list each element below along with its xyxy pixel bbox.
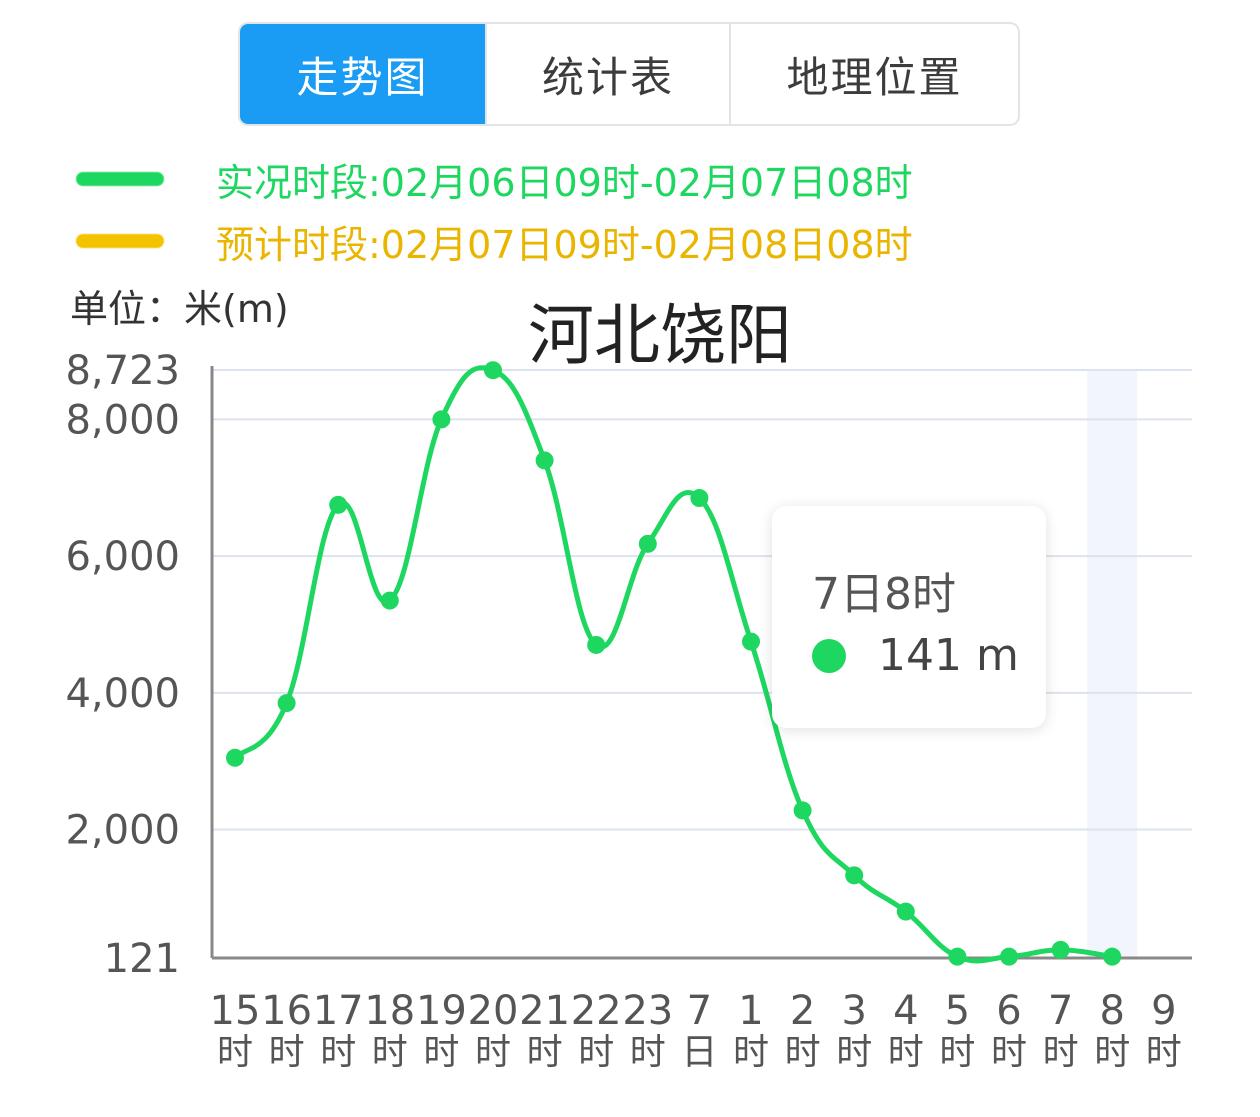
x-tick-label: 8 bbox=[1099, 988, 1124, 1034]
x-tick-unit-label: 时 bbox=[1146, 1032, 1182, 1073]
x-tick-unit-label: 时 bbox=[836, 1032, 872, 1073]
x-tick-label: 1 bbox=[738, 988, 763, 1034]
tab-statistics[interactable]: 统计表 bbox=[487, 24, 731, 124]
legend-observed-swatch bbox=[76, 172, 164, 186]
x-tick-unit-label: 时 bbox=[1043, 1032, 1079, 1073]
data-point bbox=[1000, 947, 1018, 966]
tooltip-dot-icon bbox=[812, 639, 846, 673]
y-tick-label: 8,000 bbox=[65, 397, 180, 443]
x-tick-label: 21 bbox=[519, 988, 570, 1034]
x-tick-unit-label: 时 bbox=[372, 1032, 408, 1073]
x-tick-label: 2 bbox=[790, 988, 815, 1034]
tab-trend[interactable]: 走势图 bbox=[240, 24, 487, 124]
legend-forecast: 预计时段:02月07日09时-02月08日08时 bbox=[76, 216, 913, 267]
highlight-band bbox=[1087, 370, 1138, 958]
x-tick-unit-label: 时 bbox=[423, 1032, 459, 1073]
data-point bbox=[793, 801, 812, 820]
x-tick-label: 15 bbox=[210, 988, 261, 1034]
y-tick-label: 6,000 bbox=[65, 534, 180, 580]
data-point bbox=[380, 591, 399, 610]
x-tick-label: 5 bbox=[945, 988, 970, 1034]
x-tick-label: 23 bbox=[622, 988, 673, 1034]
data-point bbox=[277, 694, 296, 713]
legend-observed-label: 实况时段:02月06日09时-02月07日08时 bbox=[216, 160, 913, 205]
view-tabs: 走势图 统计表 地理位置 bbox=[238, 22, 1020, 126]
x-tick-label: 17 bbox=[313, 988, 364, 1034]
tab-location[interactable]: 地理位置 bbox=[786, 52, 963, 102]
y-tick-label: 4,000 bbox=[65, 671, 180, 717]
x-tick-label: 16 bbox=[261, 988, 312, 1034]
tooltip-time: 7日8时 bbox=[812, 569, 956, 620]
data-point bbox=[484, 361, 502, 380]
x-tick-unit-label: 时 bbox=[888, 1032, 924, 1073]
x-tick-unit-label: 时 bbox=[630, 1032, 666, 1073]
data-point bbox=[1051, 940, 1070, 959]
data-point bbox=[226, 748, 244, 767]
unit-label: 单位：米(m) bbox=[70, 287, 289, 331]
data-point bbox=[587, 635, 606, 654]
series-line bbox=[233, 365, 1113, 964]
x-tick-unit-label: 时 bbox=[217, 1032, 253, 1073]
x-tick-label: 19 bbox=[416, 988, 467, 1034]
x-tick-unit-label: 时 bbox=[733, 1032, 769, 1073]
x-tick-unit-label: 时 bbox=[320, 1032, 356, 1073]
y-tick-label: 2,000 bbox=[65, 808, 180, 854]
data-point bbox=[845, 866, 864, 885]
data-point bbox=[690, 489, 709, 508]
x-tick-unit-label: 时 bbox=[939, 1032, 975, 1073]
chart-title: 河北饶阳 bbox=[528, 297, 792, 374]
x-tick-unit-label: 时 bbox=[991, 1032, 1027, 1073]
data-point bbox=[1103, 947, 1122, 966]
data-tooltip: 7日8时 141 m bbox=[772, 506, 1046, 728]
data-point bbox=[896, 902, 915, 921]
x-tick-unit-label: 时 bbox=[269, 1032, 305, 1073]
x-tick-label: 7 bbox=[1048, 988, 1073, 1034]
x-tick-unit-label: 时 bbox=[785, 1032, 821, 1073]
x-tick-label: 6 bbox=[996, 988, 1021, 1034]
data-point bbox=[742, 632, 760, 651]
x-tick-unit-label: 时 bbox=[527, 1032, 563, 1073]
x-tick-unit-label: 日 bbox=[681, 1032, 717, 1073]
x-tick-label: 9 bbox=[1151, 988, 1176, 1034]
legend-observed: 实况时段:02月06日09时-02月07日08时 bbox=[76, 154, 913, 205]
x-tick-label: 7 bbox=[687, 988, 712, 1034]
x-tick-label: 3 bbox=[841, 988, 866, 1034]
y-tick-label: 121 bbox=[104, 936, 180, 982]
legend-forecast-swatch bbox=[76, 234, 164, 248]
data-point bbox=[535, 451, 554, 470]
x-tick-unit-label: 时 bbox=[578, 1032, 614, 1073]
data-point bbox=[948, 947, 967, 966]
x-tick-label: 18 bbox=[364, 988, 415, 1034]
data-point bbox=[638, 534, 657, 553]
x-tick-unit-label: 时 bbox=[1094, 1032, 1130, 1073]
legend-forecast-label: 预计时段:02月07日09时-02月08日08时 bbox=[216, 222, 913, 267]
x-tick-unit-label: 时 bbox=[475, 1032, 511, 1073]
x-tick-label: 20 bbox=[468, 988, 519, 1034]
tooltip-value: 141 m bbox=[878, 630, 1019, 681]
data-point bbox=[432, 410, 451, 429]
data-point bbox=[329, 495, 348, 514]
y-tick-label: 8,723 bbox=[65, 348, 180, 394]
x-tick-label: 22 bbox=[571, 988, 622, 1034]
x-tick-label: 4 bbox=[893, 988, 918, 1034]
